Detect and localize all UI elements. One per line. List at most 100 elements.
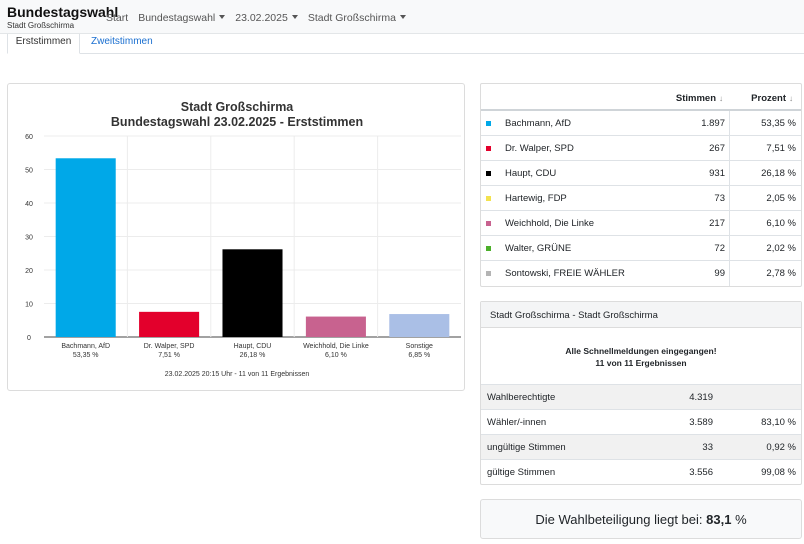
candidate-votes: 267 — [709, 143, 725, 154]
turnout-value: 83,1 — [706, 512, 732, 527]
bar — [139, 311, 200, 337]
column-divider — [729, 211, 730, 235]
bar — [389, 314, 450, 337]
candidate-percent: 6,10 % — [766, 218, 796, 229]
candidate-name: Dr. Walper, SPD — [505, 143, 574, 154]
y-tick-label: 20 — [25, 268, 33, 275]
info-panel: Stadt Großschirma - Stadt Großschirma Al… — [480, 301, 802, 485]
status-line-2: 11 von 11 Ergebnissen — [595, 358, 687, 368]
candidate-votes: 217 — [709, 218, 725, 229]
nav-start[interactable]: Start — [106, 12, 128, 24]
chart-footnote: 23.02.2025 20:15 Uhr - 11 von 11 Ergebni… — [165, 371, 310, 378]
vote-tabs: Erststimmen Zweitstimmen — [7, 34, 804, 54]
party-color-swatch — [486, 221, 491, 226]
bar-value-label: 7,51 % — [158, 352, 180, 359]
column-divider — [729, 236, 730, 260]
main-nav: Start Bundestagswahl 23.02.2025 Stadt Gr… — [106, 12, 416, 24]
candidate-votes: 73 — [714, 193, 725, 204]
candidate-name: Walter, GRÜNE — [505, 243, 572, 254]
x-tick-label: Haupt, CDU — [234, 343, 272, 350]
info-label: gültige Stimmen — [487, 467, 556, 478]
sort-arrow-icon: ↓ — [789, 94, 793, 103]
x-tick-label: Sonstige — [406, 343, 433, 350]
info-row: Wähler/-innen 3.589 83,10 % — [481, 409, 801, 434]
x-tick-label: Bachmann, AfD — [61, 343, 110, 350]
column-divider — [729, 261, 730, 286]
candidate-name: Haupt, CDU — [505, 168, 557, 179]
party-color-swatch — [486, 271, 491, 276]
candidate-percent: 2,78 % — [766, 268, 796, 279]
column-divider — [729, 161, 730, 185]
nav-date-dropdown[interactable]: 23.02.2025 — [235, 12, 298, 24]
candidate-name: Bachmann, AfD — [505, 118, 572, 129]
sort-arrow-icon: ↓ — [719, 94, 723, 103]
results-body: Bachmann, AfD 1.897 53,35 % Dr. Walper, SPD… — [481, 111, 801, 286]
nav-date-label: 23.02.2025 — [235, 12, 288, 24]
candidate-votes: 1.897 — [701, 118, 725, 129]
table-row: Hartewig, FDP 73 2,05 % — [481, 186, 801, 211]
info-body: Wahlberechtigte 4.319 Wähler/-innen 3.589 83… — [481, 384, 801, 484]
table-row: Walter, GRÜNE 72 2,02 % — [481, 236, 801, 261]
candidate-percent: 26,18 % — [761, 168, 796, 179]
candidate-name: Weichhold, Die Linke — [505, 218, 595, 229]
info-value: 3.589 — [689, 417, 713, 428]
status-line-1: Alle Schnellmeldungen eingegangen! — [565, 346, 717, 356]
party-color-swatch — [486, 196, 491, 201]
info-percent: 0,92 % — [766, 442, 796, 453]
table-row: Haupt, CDU 931 26,18 % — [481, 161, 801, 186]
y-tick-label: 50 — [25, 168, 33, 175]
party-color-swatch — [486, 171, 491, 176]
tab-zweitstimmen[interactable]: Zweitstimmen — [91, 36, 153, 47]
chevron-down-icon — [399, 15, 406, 19]
chart-title: Stadt Großschirma — [181, 100, 295, 114]
turnout-suffix: % — [735, 512, 747, 527]
candidate-votes: 931 — [709, 168, 725, 179]
chart-card: Stadt Großschirma Bundestagswahl 23.02.20… — [7, 83, 465, 391]
sort-votes-header[interactable]: Stimmen ↓ — [676, 93, 723, 104]
nav-start-label: Start — [106, 12, 129, 24]
column-divider — [729, 186, 730, 210]
bar — [305, 316, 366, 337]
percent-header-label: Prozent — [751, 93, 786, 104]
candidate-percent: 2,05 % — [766, 193, 796, 204]
y-tick-label: 10 — [25, 302, 33, 309]
nav-election-label: Bundestagswahl — [138, 12, 216, 24]
nav-region-dropdown[interactable]: Stadt Großschirma — [308, 12, 406, 24]
brand-subtitle: Stadt Großschirma — [7, 21, 75, 30]
candidate-name: Hartewig, FDP — [505, 193, 567, 204]
tab-erststimmen[interactable]: Erststimmen — [7, 34, 80, 54]
info-value: 4.319 — [689, 392, 713, 403]
results-header: Stimmen ↓ Prozent ↓ — [481, 84, 801, 111]
party-color-swatch — [486, 121, 491, 126]
candidate-percent: 2,02 % — [766, 243, 796, 254]
sort-percent-header[interactable]: Prozent ↓ — [751, 93, 793, 104]
chevron-down-icon — [291, 15, 298, 19]
chevron-down-icon — [219, 15, 226, 19]
candidate-percent: 7,51 % — [766, 143, 796, 154]
bar-value-label: 6,85 % — [408, 352, 430, 359]
status-message: Alle Schnellmeldungen eingegangen! 11 vo… — [481, 328, 801, 384]
nav-region-label: Stadt Großschirma — [307, 12, 396, 24]
table-row: Sontowski, FREIE WÄHLER 99 2,78 % — [481, 261, 801, 286]
info-label: Wahlberechtigte — [487, 392, 556, 403]
info-percent: 99,08 % — [761, 467, 796, 478]
bar-value-label: 53,35 % — [73, 352, 99, 359]
brand[interactable]: Bundestagswahl Stadt Großschirma — [7, 4, 118, 31]
info-header: Stadt Großschirma - Stadt Großschirma — [481, 302, 801, 328]
nav-election-dropdown[interactable]: Bundestagswahl — [138, 12, 226, 24]
info-row: Wahlberechtigte 4.319 — [481, 384, 801, 409]
y-tick-label: 40 — [25, 201, 33, 208]
table-row: Bachmann, AfD 1.897 53,35 % — [481, 111, 801, 136]
column-divider — [729, 136, 730, 160]
table-row: Weichhold, Die Linke 217 6,10 % — [481, 211, 801, 236]
turnout-box: Die Wahlbeteiligung liegt bei: 83,1 % — [480, 499, 802, 539]
candidate-votes: 99 — [714, 268, 725, 279]
brand-title[interactable]: Bundestagswahl — [7, 4, 119, 20]
results-table: Stimmen ↓ Prozent ↓ Bachmann, AfD 1.897 53,3… — [480, 83, 802, 287]
bar-value-label: 6,10 % — [325, 352, 347, 359]
y-tick-label: 30 — [25, 235, 33, 242]
y-tick-label: 0 — [27, 335, 31, 342]
chart-subtitle: Bundestagswahl 23.02.2025 - Erststimmen — [111, 115, 363, 129]
info-value: 3.556 — [689, 467, 713, 478]
